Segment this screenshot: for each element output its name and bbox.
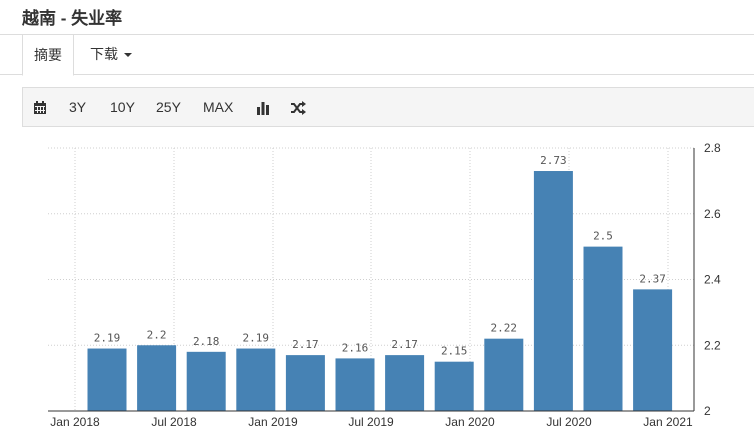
bar-chart: 2 2.2 2.4 2.6 2.8 Jan 2018 Jul 2018 Jan 2019 Jul… [48, 141, 721, 429]
bar [236, 348, 276, 411]
data-label: 2.2 [147, 328, 167, 341]
y-tick-label: 2.6 [704, 207, 721, 221]
range-10y-button[interactable]: 10Y [110, 99, 135, 115]
y-tick-label: 2.2 [704, 338, 721, 352]
bar [87, 348, 127, 411]
tab-bar: 摘要 下载 [0, 34, 754, 76]
data-label: 2.73 [540, 154, 567, 167]
tab-summary[interactable]: 摘要 [22, 34, 74, 76]
data-label: 2.16 [342, 341, 369, 354]
bar [533, 171, 573, 411]
y-tick-label: 2.8 [704, 141, 721, 155]
bar-chart-icon[interactable] [256, 88, 270, 126]
x-tick-label: Jul 2018 [151, 415, 197, 429]
chart-area: 2 2.2 2.4 2.6 2.8 Jan 2018 Jul 2018 Jan 2019 Jul… [0, 128, 754, 442]
bar [385, 355, 425, 411]
data-label: 2.19 [243, 332, 270, 345]
download-dropdown[interactable]: 下载 [90, 35, 132, 74]
data-label: 2.17 [292, 338, 319, 351]
x-tick-label: Jul 2019 [348, 415, 394, 429]
x-tick-label: Jan 2021 [643, 415, 693, 429]
download-label: 下载 [90, 46, 118, 62]
data-label: 2.22 [491, 322, 518, 335]
shuffle-icon[interactable] [290, 88, 306, 126]
calendar-icon[interactable] [33, 88, 47, 126]
bar [434, 361, 474, 411]
bar [633, 289, 673, 411]
x-tick-label: Jan 2018 [50, 415, 100, 429]
x-tick-label: Jan 2020 [445, 415, 495, 429]
bar [137, 345, 177, 411]
x-tick-label: Jul 2020 [546, 415, 592, 429]
range-3y-button[interactable]: 3Y [69, 99, 87, 115]
data-label: 2.37 [639, 272, 666, 285]
bar [285, 355, 325, 411]
chart-toolbar: 3Y 10Y 25Y MAX [22, 87, 754, 127]
y-tick-label: 2 [704, 404, 711, 418]
data-label: 2.15 [441, 345, 468, 358]
data-label: 2.18 [193, 335, 220, 348]
data-label: 2.17 [391, 338, 418, 351]
bar [583, 246, 623, 411]
range-25y-button[interactable]: 25Y [156, 99, 181, 115]
caret-down-icon [124, 53, 132, 58]
bar [335, 358, 375, 411]
x-tick-label: Jan 2019 [248, 415, 298, 429]
range-max-button[interactable]: MAX [203, 99, 234, 115]
data-label: 2.19 [94, 332, 121, 345]
page-title: 越南 - 失业率 [22, 9, 123, 28]
bar [484, 338, 524, 411]
data-label: 2.5 [593, 230, 613, 243]
y-tick-label: 2.4 [704, 273, 721, 287]
bar [186, 351, 226, 411]
